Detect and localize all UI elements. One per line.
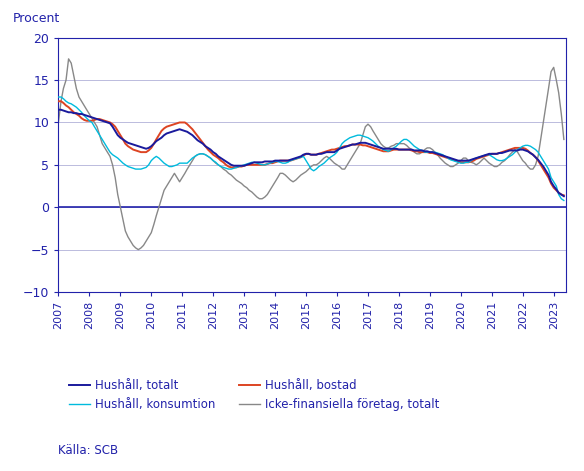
- Legend: Hushåll, totalt, Hushåll, konsumtion, Hushåll, bostad, Icke-finansiella företag,: Hushåll, totalt, Hushåll, konsumtion, Hu…: [64, 374, 444, 415]
- Text: Procent: Procent: [13, 12, 60, 25]
- Text: Källa: SCB: Källa: SCB: [58, 444, 119, 457]
